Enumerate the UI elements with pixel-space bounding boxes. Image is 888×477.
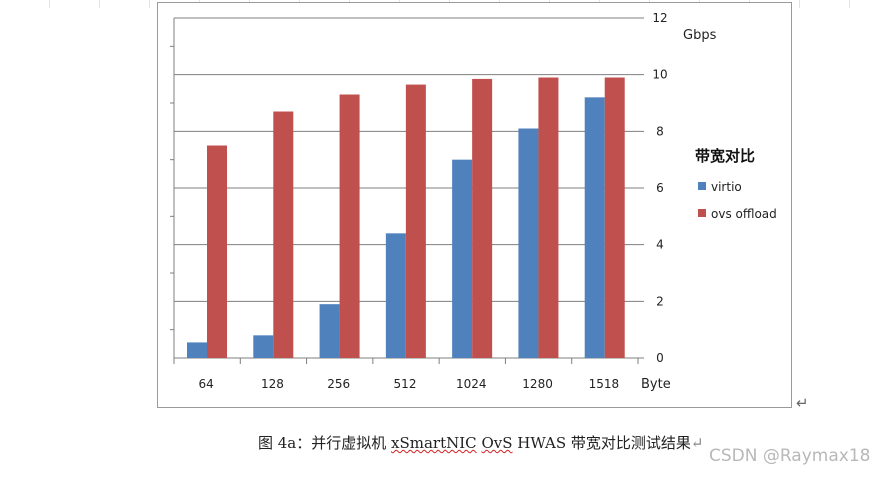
watermark: CSDN @Raymax18 <box>709 446 871 466</box>
x-unit-label: Byte <box>641 377 671 392</box>
caption-product: xSmartNIC <box>391 434 477 452</box>
legend-label-virtio: virtio <box>711 180 742 194</box>
caption-ovs: OvS <box>481 434 513 452</box>
x-tick-label: 128 <box>261 377 284 391</box>
y-tick-label: 4 <box>656 238 664 252</box>
bar-ovs-offload-512 <box>405 84 426 358</box>
bar-virtio-128 <box>253 335 274 358</box>
legend: 带宽对比 virtio ovs offload <box>695 147 777 221</box>
y-tick-label: 12 <box>652 11 667 25</box>
legend-title: 带宽对比 <box>695 147 755 165</box>
figure-caption: 图 4a：并行虚拟机 xSmartNIC OvS HWAS 带宽对比测试结果↵ <box>258 432 704 453</box>
axes <box>170 18 639 364</box>
caption-prefix: 图 4a：并行虚拟机 <box>258 434 392 452</box>
x-tick-label: 1024 <box>456 377 487 391</box>
bar-virtio-1518 <box>584 97 605 358</box>
legend-swatch-virtio <box>698 182 706 190</box>
y-tick-label: 10 <box>652 68 667 82</box>
bar-virtio-64 <box>187 342 207 358</box>
bar-virtio-1280 <box>518 128 539 358</box>
y-tick-label: 0 <box>656 351 664 365</box>
bar-virtio-1024 <box>452 159 473 358</box>
x-tick-label: 256 <box>327 377 350 391</box>
legend-label-ovs-offload: ovs offload <box>711 207 777 221</box>
caption-suffix: HWAS 带宽对比测试结果 <box>512 434 691 452</box>
y-tick-label: 2 <box>656 294 664 308</box>
x-tick-label: 1280 <box>522 377 553 391</box>
bar-ovs-offload-1518 <box>604 77 625 358</box>
bar-virtio-512 <box>385 233 406 358</box>
x-tick-label: 64 <box>199 377 214 391</box>
y-unit-label: Gbps <box>683 28 717 43</box>
bar-ovs-offload-128 <box>273 111 294 358</box>
bar-ovs-offload-64 <box>207 145 227 358</box>
y-tick-label: 8 <box>656 124 664 138</box>
paragraph-mark: ↵ <box>690 434 704 452</box>
paragraph-return-mark: ↵ <box>796 394 809 412</box>
y-tick-label: 6 <box>656 181 664 195</box>
bar-ovs-offload-1024 <box>472 78 493 359</box>
bar-ovs-offload-1280 <box>538 77 559 358</box>
bar-ovs-offload-256 <box>339 94 360 358</box>
tick-labels: 0 2 4 6 8 10 12 64 128 256 512 1024 1280 1518 Byte Gbps <box>199 11 717 392</box>
bar-virtio-256 <box>319 304 340 358</box>
x-tick-label: 1518 <box>589 377 620 391</box>
legend-swatch-ovs-offload <box>698 209 706 217</box>
bars <box>187 77 625 359</box>
x-tick-label: 512 <box>394 377 417 391</box>
